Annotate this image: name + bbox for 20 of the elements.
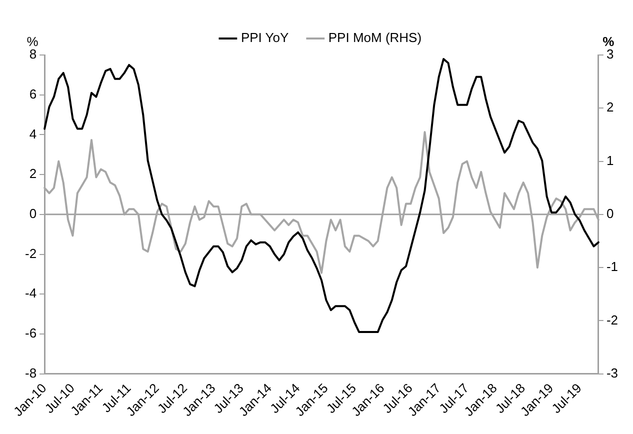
y2-tick-label: -2 (606, 312, 618, 328)
y-tick-label: -2 (24, 246, 37, 261)
legend-label: PPI YoY (240, 30, 289, 46)
y-axis-title: % (26, 34, 39, 50)
y2-tick-label: -1 (606, 259, 618, 274)
y2-tick-label: 3 (606, 46, 614, 62)
y-tick-label: -4 (24, 286, 37, 301)
y2-tick-label: 2 (606, 100, 614, 115)
y2-tick-label: 1 (606, 152, 614, 168)
y-tick-label: 0 (29, 206, 37, 222)
legend-label: PPI MoM (RHS) (328, 30, 422, 46)
y-tick-label: 2 (29, 166, 37, 182)
y-tick-label: -8 (24, 365, 37, 380)
y2-tick-label: 0 (606, 206, 614, 222)
y2-axis-title: % (602, 34, 615, 50)
y-tick-label: 4 (29, 126, 37, 142)
y-tick-label: 6 (29, 86, 37, 102)
y2-tick-label: -3 (606, 365, 618, 380)
y-tick-label: -6 (24, 326, 37, 341)
y-tick-label: 8 (29, 46, 37, 62)
